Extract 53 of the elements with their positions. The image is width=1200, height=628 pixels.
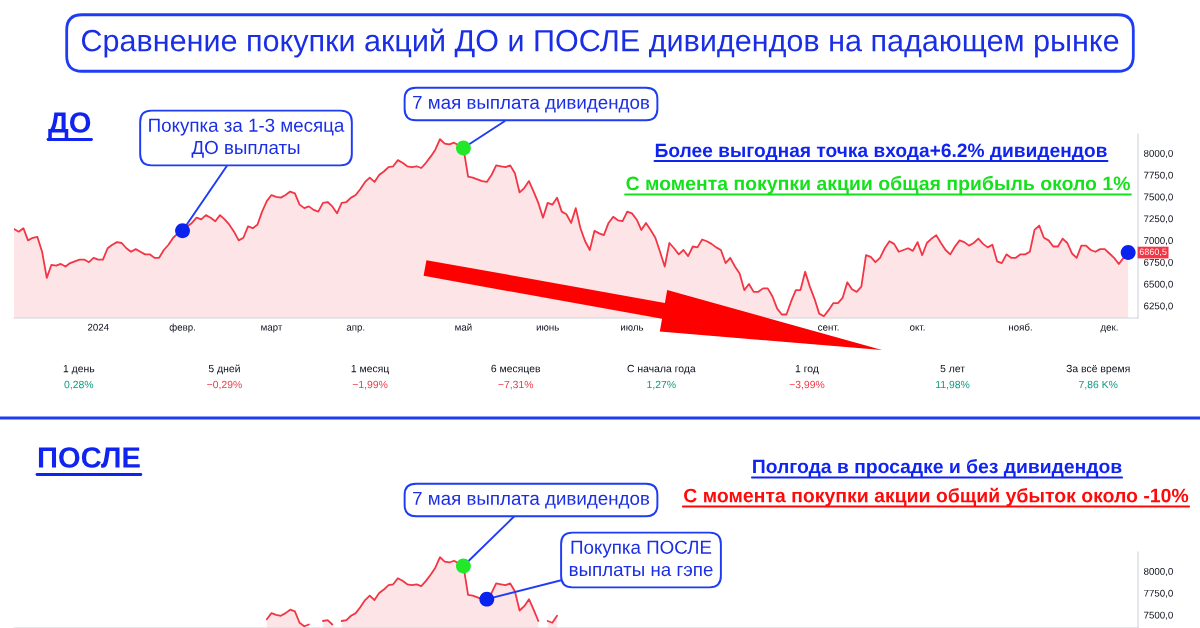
annotation: Покупка за 1-3 месяца ДО выплаты	[149, 118, 345, 158]
annotation: 7 мая выплата дивидендов	[413, 95, 650, 113]
x-tick-label: сент.	[818, 325, 839, 331]
y-tick-label: 7750,0	[1144, 589, 1173, 598]
text: 1,27%	[647, 380, 676, 390]
category-label: 1 месяц	[351, 364, 390, 375]
y-tick-label: 6500,0	[1144, 280, 1173, 289]
x-tick-label: дек.	[1100, 325, 1118, 333]
point	[1120, 245, 1136, 260]
text: 7 мая выплата дивидендов	[413, 491, 650, 509]
y-tick-label: 7000,0	[1144, 237, 1173, 246]
x-tick-label: июль	[621, 325, 644, 331]
chart-title: Сравнение покупки акций ДО и ПОСЛЕ дивидендов на падающем рынке	[81, 28, 1119, 58]
category-label: 5 лет	[940, 364, 965, 373]
annotation: С момента покупки акции общая прибыль около 1%	[626, 175, 1130, 195]
text: −7,31%	[498, 380, 534, 390]
point	[175, 223, 190, 239]
x-tick-label: май	[455, 323, 472, 331]
category-label: 5 дней	[208, 364, 240, 375]
x-tick-label: март	[261, 325, 283, 333]
text: Полгода в просадке и без дивидендов	[753, 458, 1122, 478]
text: С момента покупки акции общий убыток около -10%	[684, 487, 1189, 507]
y-tick-label: 6250,0	[1144, 302, 1173, 311]
annotation: Более выгодная точка входа+6.2% дивидендов	[655, 143, 1107, 161]
text: 7,86 K%	[1079, 380, 1118, 390]
text: 0,28%	[64, 380, 94, 390]
y-tick-label: 7250,0	[1144, 215, 1173, 224]
category-label: 1 год	[795, 364, 819, 375]
category-label: 1 день	[63, 364, 95, 375]
x-tick-label: февр.	[169, 323, 195, 333]
text: −3,99%	[789, 380, 825, 390]
category-label: За всё время	[1066, 364, 1130, 375]
data-label: 6860,5	[1139, 248, 1167, 257]
annotation: Покупка ПОСЛЕ выплаты на гэпе	[569, 540, 713, 577]
chart-subtitle: ДО	[48, 112, 91, 139]
category-label: С начала года	[627, 364, 696, 375]
x-tick-label: июнь	[536, 325, 559, 331]
x-tick-label: окт.	[909, 325, 925, 331]
y-tick-label: 7500,0	[1144, 611, 1173, 620]
text: −1,99%	[352, 380, 388, 390]
category-label: 6 месяцев	[491, 364, 541, 375]
text: 11,98%	[936, 380, 970, 390]
y-tick-label: 7500,0	[1144, 193, 1173, 202]
y-tick-label: 7750,0	[1144, 171, 1173, 180]
x-tick-label: 2024	[87, 323, 109, 331]
x-tick-label: нояб.	[1009, 323, 1032, 331]
y-tick-label: 8000,0	[1143, 149, 1173, 158]
chart-title: ПОСЛЕ	[38, 447, 140, 468]
point	[455, 140, 471, 156]
text: −0,29%	[207, 380, 242, 390]
y-tick-label: 6750,0	[1144, 258, 1173, 267]
y-tick-label: 8000,0	[1143, 567, 1173, 576]
x-tick-label: апр.	[346, 325, 365, 333]
